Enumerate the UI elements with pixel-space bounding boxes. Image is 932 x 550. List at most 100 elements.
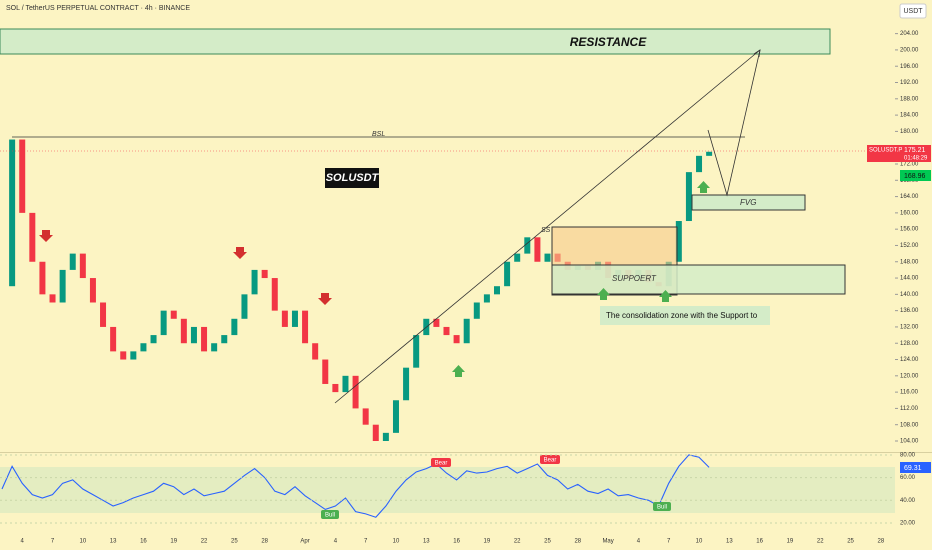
candle-body [382, 432, 389, 442]
candle-body [342, 375, 349, 393]
candle-body [463, 318, 470, 344]
x-tick-label: May [602, 539, 613, 545]
x-tick-label: 28 [574, 539, 581, 545]
y-tick-label: 148.00 [900, 259, 919, 265]
x-tick-label: 25 [544, 539, 551, 545]
y-tick-label: 192.00 [900, 80, 919, 86]
bear-label: Bear [544, 458, 557, 464]
support-zone [551, 264, 846, 295]
candle-body [251, 269, 258, 295]
candle-body [514, 253, 521, 262]
rsi-line [1, 454, 710, 518]
y-tick-label: 80.00 [900, 453, 916, 459]
bear-label-box [431, 458, 451, 467]
tag-countdown: 01:48:29 [904, 156, 928, 162]
x-tick-label: 25 [847, 539, 854, 545]
candle-body [271, 278, 278, 311]
down-arrow [318, 293, 332, 305]
candle-body [89, 278, 96, 303]
candle-body [413, 335, 420, 368]
x-tick-label: 28 [878, 539, 885, 545]
x-tick-label: 7 [364, 539, 368, 545]
candle-body [473, 302, 480, 319]
down-arrow [39, 230, 53, 242]
y-tick-label: 116.00 [900, 390, 919, 396]
x-tick-label: 22 [514, 539, 521, 545]
fvg-zone [691, 194, 806, 211]
candle-body [433, 318, 440, 327]
x-tick-label: 10 [696, 539, 703, 545]
y-tick-label: 124.00 [900, 357, 919, 363]
last-price-tag [867, 145, 931, 162]
symbol-label: SOLUSDT [326, 172, 380, 184]
y-tick-label: 40.00 [900, 498, 916, 504]
candle-body [392, 400, 399, 433]
candle-body [302, 310, 309, 344]
y-tick-label: 160.00 [900, 210, 919, 216]
candle-body [180, 318, 187, 344]
x-tick-label: 13 [110, 539, 117, 545]
y-tick-label: 128.00 [900, 341, 919, 347]
up-arrow [659, 290, 672, 302]
y-tick-label: 144.00 [900, 276, 919, 282]
candle-body [100, 302, 107, 327]
x-tick-label: 4 [637, 539, 641, 545]
candle-body [59, 269, 66, 303]
candle-body [332, 383, 339, 393]
candle-body [201, 326, 208, 352]
candle-body [362, 408, 369, 425]
chart-header: SOL / TetherUS PERPETUAL CONTRACT · 4h ·… [6, 5, 190, 12]
candle-body [69, 253, 76, 270]
y-tick-label: 152.00 [900, 243, 919, 249]
candle-body [140, 343, 147, 352]
candle-body [211, 343, 218, 352]
x-tick-label: 4 [21, 539, 25, 545]
x-tick-label: 19 [787, 539, 794, 545]
candle-body [9, 139, 16, 287]
x-tick-label: 10 [79, 539, 86, 545]
y-tick-label: 132.00 [900, 325, 919, 331]
candle-body [544, 253, 551, 262]
up-arrow [597, 288, 610, 300]
candle-body [241, 294, 248, 319]
currency-button[interactable] [899, 3, 927, 19]
x-tick-label: 10 [393, 539, 400, 545]
candle-body [19, 139, 26, 213]
candle-body [281, 310, 288, 327]
bull-label: Bull [657, 505, 667, 511]
ss-label: SS [541, 227, 551, 234]
candle-body [524, 237, 531, 254]
y-tick-label: 172.00 [900, 162, 919, 168]
y-tick-label: 112.00 [900, 406, 919, 412]
x-tick-label: 4 [334, 539, 338, 545]
resistance-label: RESISTANCE [570, 35, 647, 49]
price-axis [895, 0, 932, 550]
y-tick-label: 164.00 [900, 194, 919, 200]
candle-body [685, 172, 692, 222]
candle-body [312, 343, 319, 360]
x-tick-label: 25 [231, 539, 238, 545]
currency[interactable]: USDT [903, 8, 923, 15]
y-tick-label: 180.00 [900, 129, 919, 135]
x-tick-label: 13 [726, 539, 733, 545]
note: The consolidation zone with the Support … [606, 311, 758, 320]
y-tick-label: 188.00 [900, 96, 919, 102]
tag-rsi: 69.31 [904, 465, 922, 472]
candle-body [443, 326, 450, 336]
candle-body [39, 261, 46, 295]
candle-body [504, 261, 511, 287]
symbol-box [325, 168, 379, 188]
tag-last: 175.21 [904, 147, 926, 154]
trendline [334, 49, 761, 404]
y-tick-label: 136.00 [900, 308, 919, 314]
candle-body [675, 221, 682, 262]
resistance-zone [0, 28, 831, 55]
candle-body [403, 367, 410, 401]
x-tick-label: 22 [817, 539, 824, 545]
x-tick-label: 19 [484, 539, 491, 545]
bsl-label: BSL [372, 131, 385, 138]
candle-body [110, 326, 117, 352]
y-tick-label: 140.00 [900, 292, 919, 298]
candle-body [352, 375, 359, 409]
candle-body [261, 269, 268, 279]
